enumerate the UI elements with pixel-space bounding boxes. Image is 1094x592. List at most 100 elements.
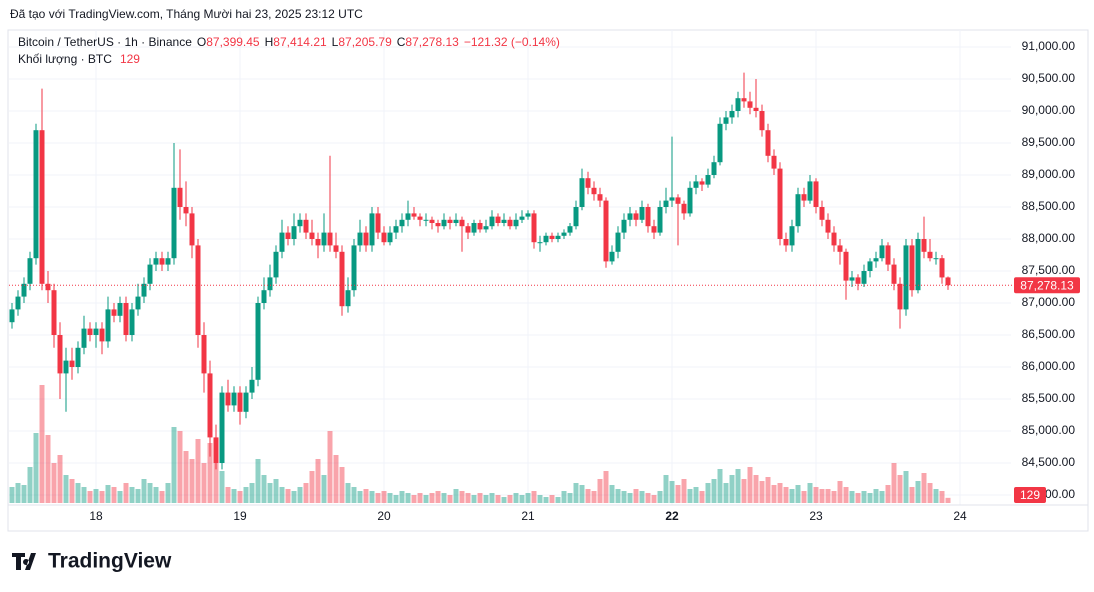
- volume-bar: [699, 491, 705, 503]
- volume-bar: [495, 495, 501, 503]
- candle-body: [735, 98, 741, 111]
- candle-body: [783, 239, 789, 246]
- candle-body: [819, 207, 825, 220]
- candle-body: [105, 309, 111, 342]
- candle-body: [483, 226, 489, 230]
- volume-bar: [423, 495, 429, 503]
- volume-bar: [921, 473, 927, 503]
- candle-body: [507, 219, 513, 227]
- candle-body: [75, 347, 81, 367]
- candle-body: [471, 223, 477, 233]
- candle-body: [669, 197, 675, 201]
- x-tick-label: 23: [809, 509, 823, 523]
- volume-bar: [255, 459, 261, 503]
- volume-bar: [417, 493, 423, 503]
- candle-body: [189, 213, 195, 246]
- volume-bar: [759, 481, 765, 503]
- candle-body: [861, 271, 867, 284]
- volume-bar: [309, 471, 315, 503]
- candle-body: [135, 296, 141, 310]
- candle-body: [549, 235, 555, 239]
- candle-body: [903, 245, 909, 310]
- volume-bar: [723, 483, 729, 503]
- candle-body: [51, 290, 57, 335]
- volume-bar: [303, 483, 309, 503]
- volume-bar: [687, 489, 693, 503]
- volume-bar: [387, 493, 393, 503]
- candle-body: [387, 232, 393, 243]
- candle-body: [519, 216, 525, 220]
- y-tick-label: 88,500.00: [1022, 199, 1076, 213]
- candle-body: [477, 223, 483, 230]
- candle-body: [255, 303, 261, 380]
- volume-bar: [945, 497, 951, 503]
- volume-bar: [735, 469, 741, 503]
- candle-body: [831, 232, 837, 246]
- candle-body: [621, 219, 627, 233]
- candle-body: [729, 111, 735, 118]
- volume-bar: [765, 477, 771, 503]
- candle-body: [585, 178, 591, 188]
- candle-body: [63, 360, 69, 374]
- candle-body: [327, 232, 333, 246]
- candle-body: [525, 213, 531, 217]
- candle-body: [357, 232, 363, 246]
- candle-body: [9, 309, 15, 323]
- volume-bar: [795, 485, 801, 503]
- volume-bar: [627, 493, 633, 503]
- volume-bar: [69, 479, 75, 503]
- volume-bar: [27, 467, 33, 503]
- volume-bar: [291, 491, 297, 503]
- candle-body: [303, 219, 309, 233]
- candle-body: [123, 303, 129, 335]
- volume-bar: [9, 487, 15, 503]
- candle-body: [237, 392, 243, 412]
- candle-body: [711, 162, 717, 175]
- volume-bar: [153, 487, 159, 503]
- x-tick-label: 18: [89, 509, 103, 523]
- candle-body: [825, 219, 831, 233]
- volume-bar: [783, 487, 789, 503]
- candle-body: [693, 181, 699, 188]
- volume-bar: [747, 467, 753, 503]
- candle-body: [291, 226, 297, 239]
- x-tick-label: 22: [665, 509, 679, 523]
- candle-body: [717, 123, 723, 163]
- volume-bar: [159, 491, 165, 503]
- volume-bar: [357, 491, 363, 503]
- volume-bar: [675, 485, 681, 503]
- ohlc-label: O: [196, 35, 207, 49]
- ohlc-value: 87,205.79: [338, 35, 392, 49]
- volume-bar: [345, 483, 351, 503]
- candle-body: [609, 251, 615, 262]
- candle-body: [435, 223, 441, 227]
- candle-body: [663, 200, 669, 207]
- candle-body: [921, 239, 927, 252]
- volume-bar: [465, 493, 471, 503]
- candle-body: [81, 328, 87, 348]
- volume-bar: [669, 481, 675, 503]
- volume-bar: [477, 493, 483, 503]
- volume-bar: [393, 495, 399, 503]
- candle-body: [849, 277, 855, 281]
- volume-bar: [279, 487, 285, 503]
- candle-body: [627, 213, 633, 220]
- volume-bar: [111, 487, 117, 503]
- volume-bar: [285, 489, 291, 503]
- volume-bar: [711, 479, 717, 503]
- candle-body: [633, 213, 639, 220]
- volume-bar: [639, 491, 645, 503]
- candle-body: [309, 232, 315, 239]
- y-tick-label: 87,000.00: [1022, 295, 1076, 309]
- candle-body: [183, 207, 189, 214]
- volume-bar: [57, 455, 63, 503]
- candle-body: [285, 232, 291, 239]
- volume-bar: [927, 483, 933, 503]
- candle-body: [411, 213, 417, 217]
- volume-bar: [123, 483, 129, 503]
- candle-body: [531, 213, 537, 243]
- candle-body: [555, 235, 561, 239]
- candle-body: [939, 258, 945, 278]
- volume-bar: [651, 495, 657, 503]
- candle-body: [21, 283, 27, 297]
